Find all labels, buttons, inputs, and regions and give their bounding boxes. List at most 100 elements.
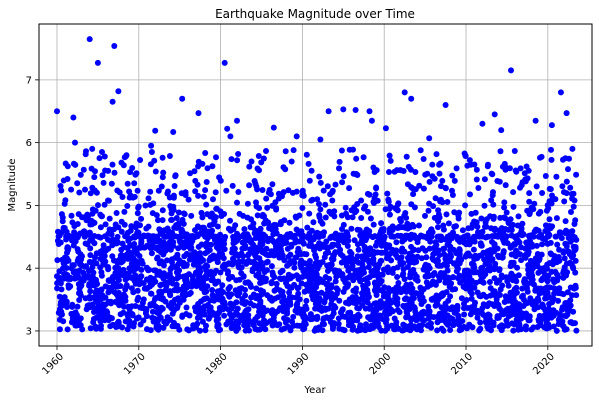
data-point: [217, 291, 224, 298]
data-point: [123, 282, 130, 289]
data-point: [397, 233, 404, 240]
data-point: [101, 201, 108, 208]
data-point: [507, 244, 514, 251]
data-point: [115, 323, 122, 330]
data-point: [77, 171, 84, 178]
data-point: [409, 221, 416, 228]
data-point: [127, 227, 134, 234]
data-point: [169, 263, 176, 270]
data-point: [500, 250, 507, 257]
data-point: [54, 108, 60, 115]
data-point: [339, 306, 346, 313]
data-point: [165, 188, 171, 195]
data-point: [151, 157, 158, 164]
data-point: [373, 185, 380, 192]
data-point: [508, 227, 515, 233]
data-point: [433, 151, 440, 158]
data-point: [77, 322, 84, 329]
data-point: [361, 247, 368, 254]
data-point: [322, 201, 329, 208]
data-point: [64, 304, 70, 310]
data-point: [74, 233, 81, 240]
data-point: [572, 284, 579, 291]
data-point: [569, 263, 576, 270]
x-tick-label: 1960: [40, 351, 66, 377]
data-point: [60, 275, 67, 282]
data-point: [138, 239, 145, 246]
data-point: [498, 233, 505, 240]
data-point: [407, 274, 414, 281]
data-point: [340, 173, 347, 180]
data-point: [543, 207, 550, 214]
data-point: [225, 285, 232, 292]
data-point: [80, 166, 87, 173]
data-point: [348, 225, 355, 232]
data-point: [54, 257, 61, 264]
data-point: [393, 239, 400, 246]
data-point: [568, 209, 574, 215]
data-point: [263, 195, 270, 202]
data-point: [179, 313, 186, 320]
data-point: [490, 189, 496, 196]
data-point: [483, 216, 490, 223]
data-point: [528, 267, 535, 274]
data-point: [250, 258, 257, 265]
data-point: [212, 189, 219, 196]
data-point: [399, 327, 406, 334]
data-point: [441, 270, 448, 277]
data-point: [572, 269, 579, 276]
data-point: [87, 245, 94, 252]
data-point: [216, 304, 223, 311]
data-point: [459, 227, 466, 234]
data-point: [125, 304, 132, 311]
data-point: [296, 248, 303, 255]
data-point: [321, 321, 327, 328]
data-point: [204, 165, 211, 172]
data-point: [383, 245, 390, 252]
data-point: [230, 258, 237, 265]
data-point: [134, 297, 141, 304]
data-point: [363, 321, 369, 328]
data-point: [249, 266, 256, 273]
data-point: [70, 242, 77, 249]
data-point: [502, 293, 509, 300]
data-point: [460, 276, 467, 283]
data-point: [209, 163, 216, 170]
data-point: [536, 257, 543, 264]
data-point: [257, 237, 264, 244]
data-point: [86, 282, 93, 289]
data-point: [229, 182, 236, 189]
data-point: [528, 204, 535, 211]
data-point: [539, 241, 546, 248]
data-point: [350, 170, 357, 177]
data-point: [64, 176, 71, 182]
data-point: [264, 307, 271, 314]
data-point: [485, 161, 491, 168]
data-point: [79, 214, 85, 221]
data-point: [109, 321, 116, 328]
data-point: [527, 295, 534, 302]
data-point: [412, 308, 419, 315]
data-point: [401, 212, 408, 219]
data-point: [233, 277, 240, 284]
data-point: [76, 267, 83, 274]
data-point: [370, 198, 377, 205]
data-point: [160, 324, 167, 331]
data-point: [550, 323, 557, 330]
data-point: [260, 231, 267, 238]
data-point: [98, 269, 105, 276]
data-point: [569, 292, 575, 299]
data-point: [495, 254, 502, 261]
data-point: [158, 183, 165, 190]
data-point: [316, 214, 323, 221]
data-point: [316, 173, 323, 180]
data-point: [491, 288, 498, 295]
data-point: [294, 303, 300, 310]
data-point: [306, 177, 313, 184]
data-point: [488, 170, 495, 177]
data-point: [316, 201, 322, 207]
data-point: [480, 249, 487, 256]
data-point: [491, 241, 498, 248]
data-point: [265, 252, 272, 259]
